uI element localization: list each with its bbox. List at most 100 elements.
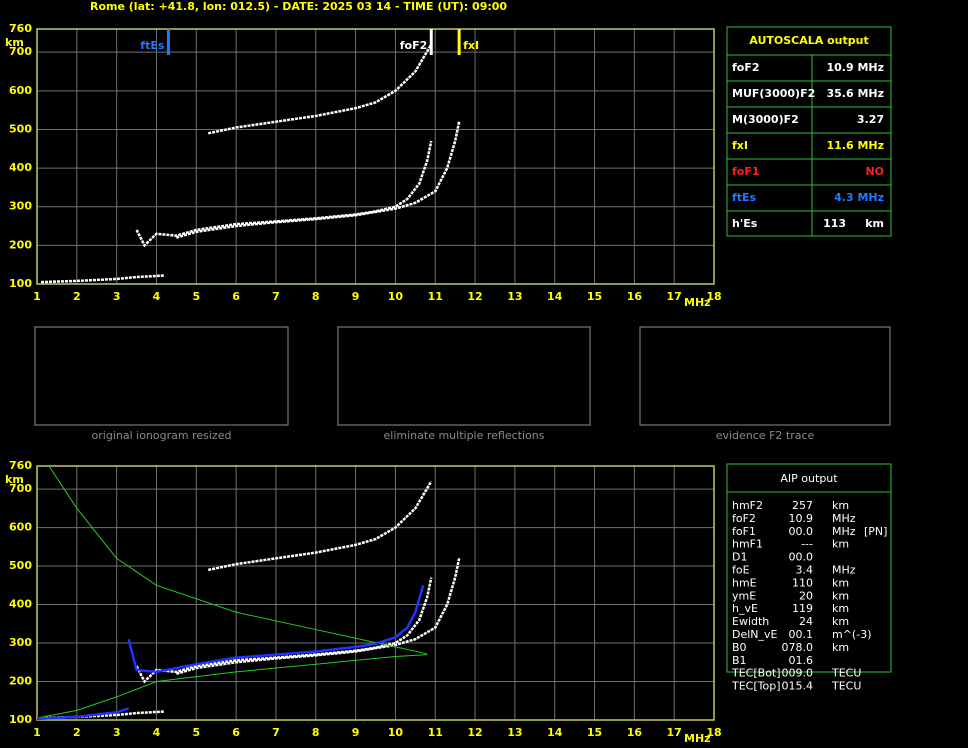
- x-tick-label: 17: [667, 290, 682, 303]
- x-tick-label: 4: [153, 726, 161, 739]
- aip-cell: 00.0: [789, 525, 814, 538]
- aip-cell: MHz: [832, 525, 856, 538]
- y-unit: km: [5, 36, 24, 49]
- aip-cell: m^(-3): [832, 628, 871, 641]
- y-tick-label: 200: [9, 675, 32, 688]
- aip-cell: 01.6: [789, 654, 814, 667]
- x-tick-label: 13: [507, 726, 522, 739]
- header: Rome (lat: +41.8, lon: 012.5) - DATE: 20…: [90, 0, 507, 13]
- autoscala-value: 3.27: [857, 113, 884, 126]
- y-tick-label: 100: [9, 277, 32, 290]
- aip-cell: MHz: [832, 512, 856, 525]
- autoscala-label: fxI: [732, 139, 748, 152]
- x-tick-label: 11: [428, 290, 443, 303]
- y-tick-label: 600: [9, 521, 32, 534]
- autoscala-value: 113 km: [823, 217, 884, 230]
- x-tick-label: 1: [33, 290, 41, 303]
- x-tick-label: 7: [272, 726, 280, 739]
- aip-cell: km: [832, 641, 849, 654]
- y-tick-label: 700: [9, 45, 32, 58]
- plot-area: [37, 466, 714, 720]
- trace: [176, 558, 461, 676]
- trace: [48, 465, 428, 655]
- y-tick-label: 400: [9, 161, 32, 174]
- marker-label: fxI: [463, 39, 479, 52]
- aip-cell: D1: [732, 551, 747, 564]
- aip-cell: ymE: [732, 589, 756, 602]
- x-tick-label: 12: [467, 290, 482, 303]
- aip-cell: B1: [732, 654, 747, 667]
- y-tick-label: 400: [9, 598, 32, 611]
- aip-cell: 110: [792, 576, 813, 589]
- aip-title: AIP output: [780, 472, 838, 485]
- y-tick-label: 300: [9, 200, 32, 213]
- x-tick-label: 12: [467, 726, 482, 739]
- thumbnail: [639, 326, 891, 426]
- x-tick-label: 7: [272, 290, 280, 303]
- autoscala-label: M(3000)F2: [732, 113, 799, 126]
- x-unit: MHz: [684, 732, 711, 745]
- autoscala-value: 11.6 MHz: [826, 139, 884, 152]
- x-tick-label: 2: [73, 290, 81, 303]
- x-tick-label: 14: [547, 290, 563, 303]
- aip-cell: B0: [732, 641, 747, 654]
- y-tick-label: 700: [9, 482, 32, 495]
- x-tick-label: 18: [706, 290, 721, 303]
- autoscala-label: foF2: [732, 61, 760, 74]
- aip-cell: TEC[Bot]: [731, 667, 781, 680]
- aip-cell: Ewidth: [732, 615, 769, 628]
- x-tick-label: 3: [113, 726, 121, 739]
- aip-cell: 24: [799, 615, 813, 628]
- aip-cell: DelN_vE: [732, 628, 778, 641]
- autoscala-value: NO: [865, 165, 884, 178]
- aip-cell: km: [832, 589, 849, 602]
- x-tick-label: 11: [428, 726, 443, 739]
- aip-cell: MHz: [832, 564, 856, 577]
- trace: [40, 274, 165, 284]
- y-tick-label: 760: [9, 22, 32, 35]
- aip-cell: TECU: [831, 667, 861, 680]
- autoscala-box: [726, 26, 892, 237]
- aip-cell: hmF1: [732, 538, 763, 551]
- aip-cell: ---: [801, 538, 813, 551]
- autoscala-label: foF1: [732, 165, 760, 178]
- x-tick-label: 6: [232, 290, 240, 303]
- aip-cell: TECU: [831, 680, 861, 693]
- x-tick-label: 5: [192, 290, 200, 303]
- aip-cell: km: [832, 538, 849, 551]
- autoscala-value: 4.3 MHz: [834, 191, 884, 204]
- thumbnail: [337, 326, 591, 426]
- plot-area: [37, 29, 714, 284]
- aip-cell: hmF2: [732, 499, 763, 512]
- aip-cell: 119: [792, 602, 813, 615]
- autoscala-value: 35.6 MHz: [826, 87, 884, 100]
- thumbnail: [34, 326, 289, 426]
- x-tick-label: 9: [352, 290, 360, 303]
- aip-cell: foE: [732, 564, 750, 577]
- x-tick-label: 5: [192, 726, 200, 739]
- aip-cell: 015.4: [782, 680, 814, 693]
- aip-cell: 078.0: [782, 641, 814, 654]
- y-tick-label: 300: [9, 636, 32, 649]
- x-tick-label: 16: [627, 726, 643, 739]
- plot-frame: [36, 465, 715, 721]
- autoscala-label: MUF(3000)F2: [732, 87, 815, 100]
- y-tick-label: 500: [9, 559, 32, 572]
- aip-cell: 20: [799, 589, 813, 602]
- aip-cell: foF2: [732, 512, 756, 525]
- y-unit: km: [5, 473, 24, 486]
- thumbnail-caption: original ionogram resized: [92, 429, 232, 442]
- thumbnail-caption: evidence F2 trace: [716, 429, 815, 442]
- x-tick-label: 13: [507, 290, 522, 303]
- x-tick-label: 2: [73, 726, 81, 739]
- autoscala-label: h'Es: [732, 217, 758, 230]
- marker-label: ftEs: [140, 39, 165, 52]
- x-tick-label: 4: [153, 290, 161, 303]
- aip-cell: km: [832, 602, 849, 615]
- aip-cell: 009.0: [782, 667, 814, 680]
- aip-cell: [PN]: [864, 525, 887, 538]
- y-tick-label: 200: [9, 238, 32, 251]
- trace: [36, 654, 428, 719]
